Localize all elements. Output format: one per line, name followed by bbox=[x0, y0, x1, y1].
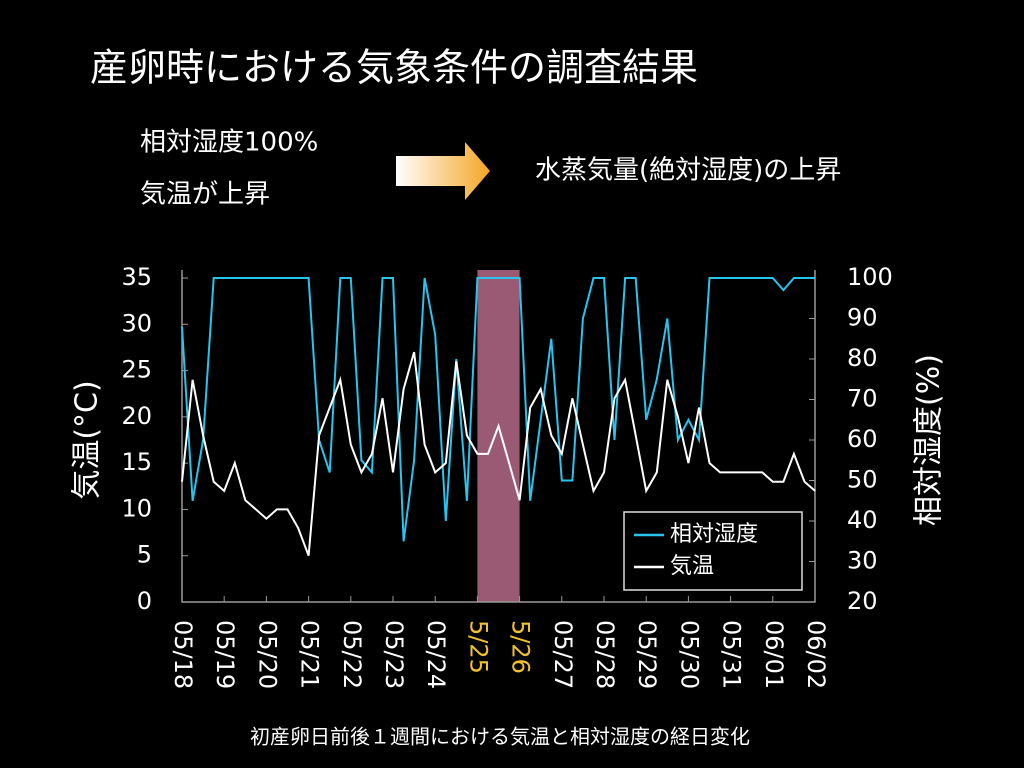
x-tick-label: 06/02 bbox=[802, 620, 830, 689]
condition: 相対湿度100% bbox=[140, 128, 318, 158]
highlight-band bbox=[477, 270, 520, 602]
y2-tick-label: 60 bbox=[847, 425, 878, 453]
legend-label: 気温 bbox=[670, 554, 714, 579]
y2-tick-label: 50 bbox=[847, 466, 878, 494]
y2-tick-label: 20 bbox=[847, 587, 878, 615]
x-tick-label: 05/18 bbox=[169, 620, 197, 689]
y-axis-label: 気温(°C) bbox=[70, 380, 105, 499]
y-tick-label: 0 bbox=[137, 587, 152, 615]
y-tick-label: 30 bbox=[121, 309, 152, 337]
y-tick-label: 10 bbox=[121, 494, 152, 522]
y2-tick-label: 40 bbox=[847, 506, 878, 534]
x-tick-label: 05/31 bbox=[718, 620, 746, 689]
legend-label: 相対湿度 bbox=[670, 522, 758, 547]
axes bbox=[181, 270, 816, 603]
x-tick-label: 05/21 bbox=[296, 620, 324, 689]
slide-title: 産卵時における気象条件の調査結果 bbox=[90, 46, 698, 90]
caption: 初産卵日前後１週間における気温と相対湿度の経日変化 bbox=[250, 725, 750, 749]
y2-tick-label: 90 bbox=[847, 304, 878, 332]
series-line bbox=[181, 277, 815, 542]
y2-tick-label: 70 bbox=[847, 385, 878, 413]
y-tick-label: 25 bbox=[121, 356, 152, 384]
x-labels: 05/18 05/19 05/20 05/21 05/22 05/23 05/24 5/25 5… bbox=[169, 620, 830, 689]
x-tick-label: 06/01 bbox=[760, 620, 788, 689]
x-tick-label: 05/24 bbox=[422, 620, 450, 689]
condition: 気温が上昇 bbox=[140, 180, 270, 210]
y2-tick-label: 30 bbox=[847, 547, 878, 575]
x-tick-label: 05/28 bbox=[591, 620, 619, 689]
arrow bbox=[396, 142, 490, 200]
x-tick-label: 5/25 bbox=[464, 620, 492, 674]
x-tick-label: 05/23 bbox=[380, 620, 408, 689]
x-tick-label: 05/27 bbox=[549, 620, 577, 689]
series-line bbox=[181, 351, 816, 557]
y-tick-label: 15 bbox=[121, 448, 152, 476]
y2-axis-label: 相対湿度(%) bbox=[912, 354, 947, 526]
x-tick-label: 5/26 bbox=[507, 620, 535, 674]
x-tick-label: 05/30 bbox=[675, 620, 703, 689]
x-tick-label: 05/19 bbox=[211, 620, 239, 689]
y-tick-label: 35 bbox=[121, 263, 152, 291]
y-tick-label: 20 bbox=[121, 402, 152, 430]
x-tick-label: 05/22 bbox=[338, 620, 366, 689]
y2-tick-label: 100 bbox=[847, 263, 893, 291]
x-tick-label: 05/20 bbox=[253, 620, 281, 689]
y2-tick-label: 80 bbox=[847, 344, 878, 372]
result: 水蒸気量(絶対湿度)の上昇 bbox=[535, 156, 841, 186]
y-tick-label: 5 bbox=[137, 541, 152, 569]
x-tick-label: 05/29 bbox=[633, 620, 661, 689]
legend-box bbox=[623, 511, 803, 591]
